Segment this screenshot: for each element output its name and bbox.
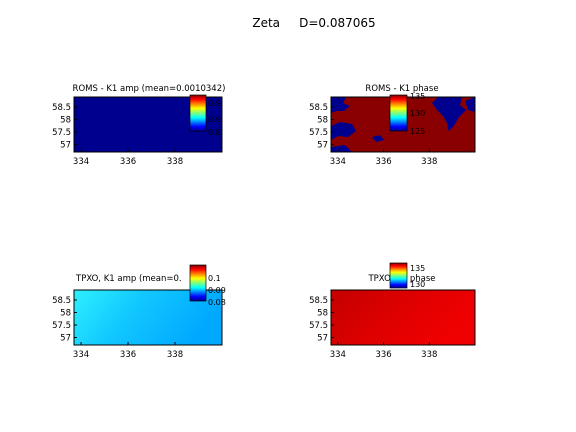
y-tick-label: 57 bbox=[317, 334, 328, 344]
x-tick-label: 334 bbox=[330, 157, 346, 167]
y-tick-label: 58 bbox=[60, 309, 71, 319]
colorbar-tick-label: 135 bbox=[410, 92, 425, 101]
x-tick-label: 336 bbox=[120, 157, 136, 167]
y-tick-labels: 57 57.5 58 58.5 bbox=[52, 296, 77, 344]
panel-title: ROMS - K1 phase bbox=[365, 84, 438, 94]
land-patch bbox=[331, 145, 352, 152]
y-tick-label: 57 bbox=[60, 141, 71, 151]
y-tick-label: 57 bbox=[60, 334, 71, 344]
x-tick-label: 334 bbox=[73, 157, 89, 167]
y-tick-label: 57.5 bbox=[52, 128, 71, 138]
panel-roms-phase: ROMS - K1 phase 334 336 338 57 57.5 58 58.5 1… bbox=[309, 84, 476, 167]
y-tick-label: 58.5 bbox=[52, 296, 71, 306]
y-tick-label: 58 bbox=[60, 116, 71, 126]
x-tick-label: 338 bbox=[167, 350, 183, 360]
x-tick-label: 334 bbox=[330, 350, 346, 360]
colorbar-tick-label: 0.8 bbox=[208, 128, 221, 137]
x-tick-label: 338 bbox=[421, 157, 437, 167]
colorbar: 135 130 bbox=[389, 262, 425, 289]
colorbar: 0.9 0.9 0.8 bbox=[189, 94, 221, 137]
land-patch bbox=[465, 97, 475, 112]
y-tick-label: 57.5 bbox=[309, 321, 328, 331]
axes-frame bbox=[73, 289, 223, 346]
panel-title: TPXO, K1 amp (mean=0. bbox=[75, 274, 182, 284]
x-tick-label: 338 bbox=[167, 157, 183, 167]
colorbar-bar bbox=[189, 264, 207, 302]
colorbar-tick-label: 130 bbox=[410, 109, 425, 118]
y-tick-label: 58.5 bbox=[309, 296, 328, 306]
land-patch bbox=[331, 122, 356, 140]
x-tick-label: 338 bbox=[421, 350, 437, 360]
y-tick-labels: 57 57.5 58 58.5 bbox=[309, 296, 334, 344]
colorbar-tick-label: 0.9 bbox=[208, 115, 221, 124]
x-tick-label: 336 bbox=[375, 350, 391, 360]
colorbar-bar bbox=[389, 262, 408, 289]
panel-tpxo-amp: TPXO, K1 amp (mean=0. 334 336 338 57 57.5 58… bbox=[52, 264, 226, 360]
colorbar: 0.1 0.09 0.08 bbox=[189, 264, 226, 307]
panel-title: ROMS - K1 amp (mean=0.0010342) bbox=[73, 84, 226, 94]
y-tick-labels: 57 57.5 58 58.5 bbox=[309, 103, 334, 151]
panel-roms-amp: ROMS - K1 amp (mean=0.0010342) 334 336 338… bbox=[52, 84, 225, 167]
y-tick-label: 58 bbox=[317, 309, 328, 319]
land-patch bbox=[331, 97, 350, 113]
heatmap-field bbox=[331, 290, 475, 345]
colorbar-tick-label: 0.1 bbox=[208, 274, 221, 283]
colorbar-tick-label: 125 bbox=[410, 127, 425, 136]
axes-frame bbox=[330, 289, 476, 346]
colorbar-tick-label: 0.9 bbox=[208, 99, 221, 108]
colorbar-tick-label: 135 bbox=[410, 264, 425, 273]
land-patch bbox=[432, 97, 466, 131]
colorbar-bar bbox=[389, 94, 408, 132]
y-tick-label: 58.5 bbox=[309, 103, 328, 113]
x-tick-label: 334 bbox=[73, 350, 89, 360]
axes-frame bbox=[73, 96, 223, 153]
land-patch bbox=[372, 135, 384, 142]
x-tick-label: 336 bbox=[120, 350, 136, 360]
x-tick-label: 336 bbox=[375, 157, 391, 167]
colorbar-tick-label: 130 bbox=[410, 280, 425, 289]
y-tick-label: 57.5 bbox=[309, 128, 328, 138]
figure-title: Zeta D=0.087065 bbox=[252, 16, 375, 30]
y-tick-label: 57.5 bbox=[52, 321, 71, 331]
colorbar-tick-label: 0.08 bbox=[208, 298, 226, 307]
y-tick-labels: 57 57.5 58 58.5 bbox=[52, 103, 77, 151]
colorbar-bar bbox=[189, 94, 207, 132]
y-tick-label: 58.5 bbox=[52, 103, 71, 113]
y-tick-label: 58 bbox=[317, 116, 328, 126]
colorbar-tick-label: 0.09 bbox=[208, 286, 226, 295]
y-tick-label: 57 bbox=[317, 141, 328, 151]
colorbar: 135 130 125 bbox=[389, 92, 425, 136]
